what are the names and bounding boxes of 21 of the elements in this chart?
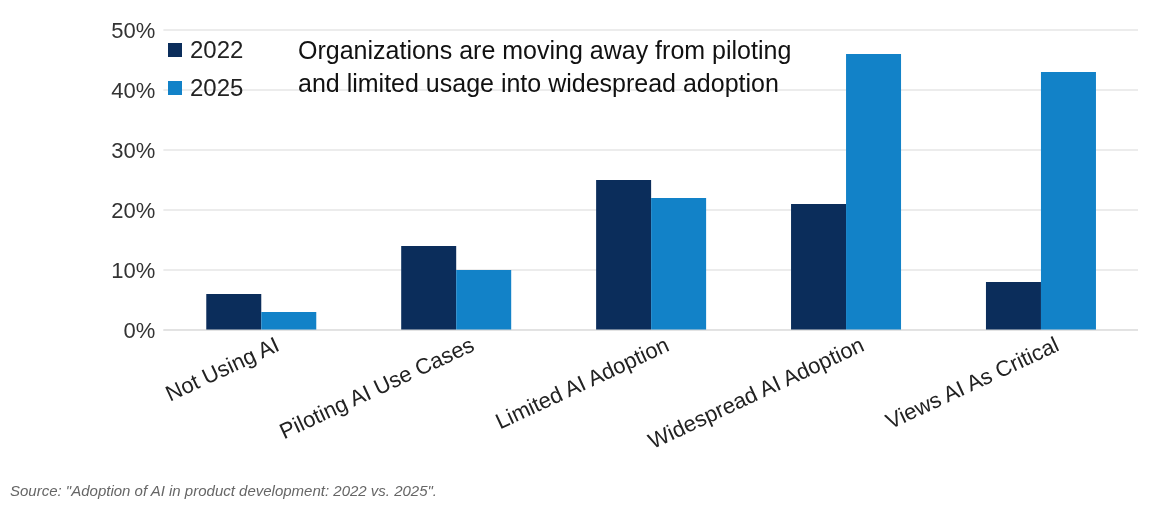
y-tick-label: 10% [111, 257, 156, 283]
y-tick-label: 20% [111, 197, 156, 223]
bar [456, 270, 512, 330]
y-tick-label: 0% [123, 317, 156, 343]
legend-label: 2025 [189, 74, 244, 102]
bar [206, 294, 262, 330]
bar [596, 180, 652, 330]
text: Organizations are moving away from piloting and limited usage into widespread adoption [298, 35, 793, 99]
x-tick-label: Not Using AI [161, 331, 283, 407]
legend-label: 2022 [189, 36, 244, 64]
bar [985, 282, 1041, 330]
y-tick-label: 50% [111, 17, 156, 43]
source-note: Source: "Adoption of AI in product development: 2022 vs. 2025". [10, 482, 438, 499]
bar [401, 246, 457, 330]
bar [846, 54, 902, 330]
bar [261, 312, 317, 330]
y-tick-label: 30% [111, 137, 156, 163]
bar [651, 198, 707, 330]
bar [791, 204, 847, 330]
bar [1040, 72, 1096, 330]
y-tick-label: 40% [111, 77, 156, 103]
